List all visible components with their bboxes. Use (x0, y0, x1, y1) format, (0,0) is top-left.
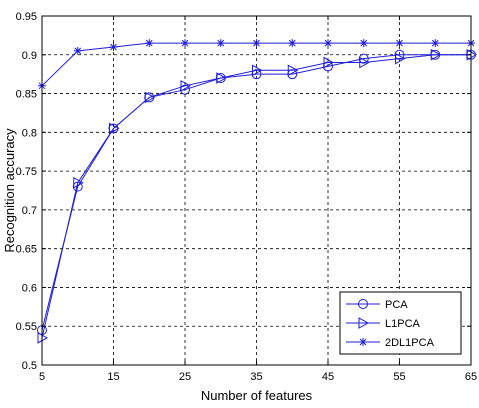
data-point-l1pca (287, 64, 299, 77)
legend-marker-pca (358, 299, 368, 309)
y-tick-label: 0.9 (22, 50, 37, 62)
y-tick-label: 0.75 (16, 166, 37, 178)
data-point-l1pca (430, 48, 442, 61)
data-point-2dl1pca (181, 39, 189, 48)
x-axis-title: Number of features (201, 388, 313, 403)
data-point-2dl1pca (288, 39, 297, 48)
data-point-2dl1pca (216, 39, 225, 48)
data-point-l1pca (144, 91, 156, 104)
x-tick-label: 35 (250, 371, 262, 383)
y-tick-label: 0.5 (22, 360, 37, 372)
y-tick-label: 0.6 (22, 282, 37, 294)
x-tick-label: 25 (179, 371, 191, 383)
legend-item-l1pca: L1PCA (346, 317, 421, 330)
y-tick-label: 0.8 (22, 127, 37, 139)
x-tick-label: 15 (107, 371, 119, 383)
data-point-2dl1pca (109, 43, 118, 52)
axis-ticks: 5 15 25 35 45 55 65 0.5 0.55 0.6 0.65 0.7 0.75 0.8 0.8… (16, 11, 478, 383)
legend-marker-l1pca (358, 317, 370, 329)
data-point-2dl1pca (395, 39, 404, 48)
data-point-2dl1pca (431, 39, 440, 48)
data-point-l1pca (216, 72, 227, 84)
legend-item-2dl1pca: 2DL1PCA (346, 337, 435, 349)
x-tick-label: 45 (322, 371, 334, 383)
legend-label-pca: PCA (385, 299, 408, 311)
legend: PCA L1PCA 2DL1PCA (339, 291, 462, 355)
x-tick-label: 5 (39, 371, 45, 383)
legend-item-pca: PCA (346, 299, 408, 311)
x-tick-label: 65 (465, 371, 477, 383)
y-tick-label: 0.55 (16, 321, 37, 333)
data-point-l1pca (323, 56, 335, 69)
data-point-l1pca (73, 176, 84, 189)
y-tick-label: 0.85 (16, 89, 37, 101)
data-point-l1pca (395, 52, 406, 65)
y-tick-label: 0.95 (16, 11, 37, 23)
x-tick-label: 55 (393, 371, 405, 383)
data-point-2dl1pca (359, 39, 368, 48)
legend-label-2dl1pca: 2DL1PCA (385, 337, 435, 349)
data-point-2dl1pca (145, 39, 154, 48)
series-l1pca (37, 48, 478, 344)
y-tick-label: 0.65 (16, 244, 37, 256)
data-point-l1pca (109, 122, 120, 135)
data-point-2dl1pca (73, 46, 82, 55)
data-point-l1pca (359, 56, 370, 69)
data-point-2dl1pca (324, 39, 332, 48)
y-tick-label: 0.7 (22, 205, 37, 217)
series-line-l1pca (41, 54, 471, 338)
legend-label-l1pca: L1PCA (385, 318, 421, 330)
data-point-l1pca (180, 79, 192, 92)
data-point-2dl1pca (252, 39, 261, 48)
legend-marker-2dl1pca (359, 338, 367, 346)
y-axis-title: Recognition accuracy (2, 128, 17, 253)
data-point-l1pca (252, 64, 263, 77)
